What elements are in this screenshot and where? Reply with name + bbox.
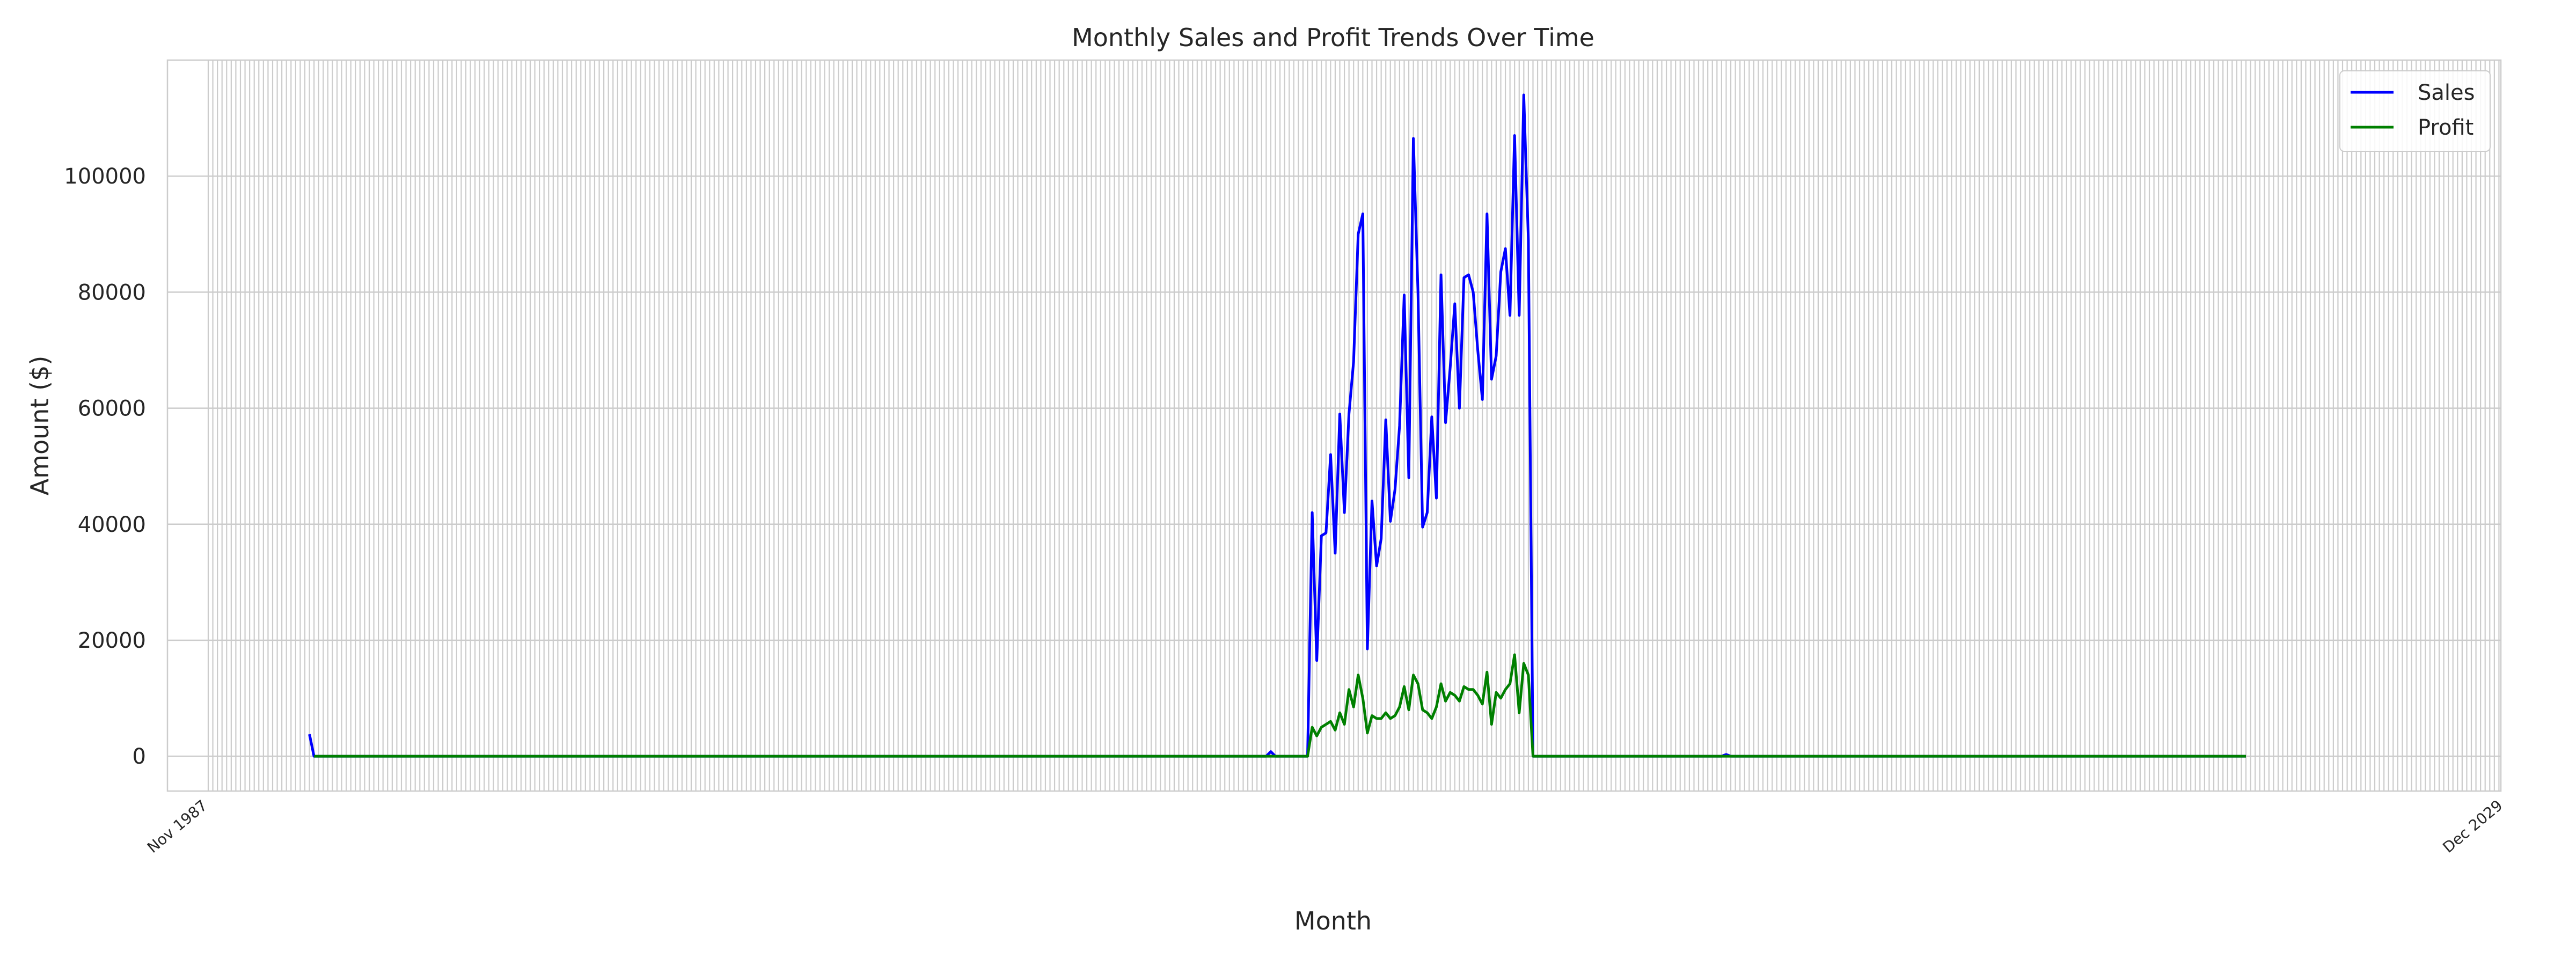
y-tick-label: 80000 — [78, 280, 146, 305]
legend-sales-label: Sales — [2418, 80, 2475, 105]
plot-area — [166, 59, 2502, 792]
legend: Sales Profit — [2339, 70, 2491, 152]
y-gridlines — [167, 175, 2501, 757]
y-tick-label: 0 — [133, 744, 146, 769]
legend-profit-label: Profit — [2418, 115, 2473, 140]
series-lines — [308, 93, 2246, 758]
y-tick-label: 40000 — [78, 513, 146, 537]
series-line-sales — [308, 93, 2246, 758]
chart-title: Monthly Sales and Profit Trends Over Tim… — [1072, 23, 1594, 52]
y-tick-label: 60000 — [78, 397, 146, 421]
y-tick-label: 20000 — [78, 628, 146, 653]
x-gridlines — [207, 60, 2500, 791]
y-tick-label: 100000 — [64, 164, 146, 189]
series-line-profit — [314, 653, 2246, 758]
y-tick-labels: 0 20000 40000 60000 80000 100000 — [64, 164, 146, 769]
y-axis-label: Amount ($) — [25, 356, 54, 496]
x-axis-label: Month — [1294, 906, 1372, 935]
